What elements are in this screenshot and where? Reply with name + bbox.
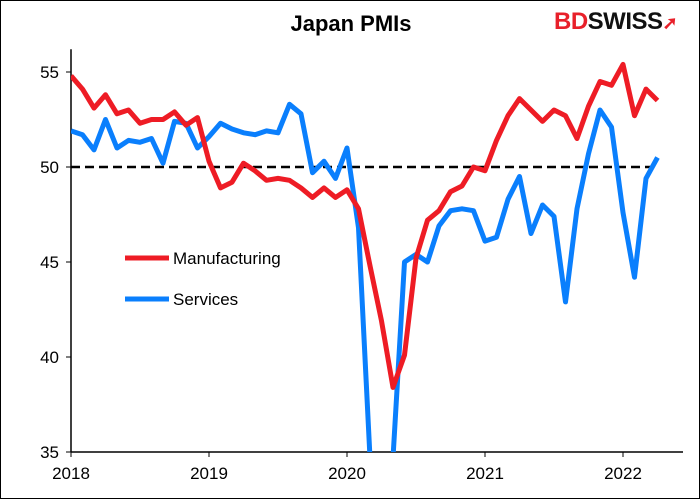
y-tick-label: 35: [40, 443, 59, 462]
logo-arrow-icon: ➚: [662, 13, 678, 33]
y-tick-label: 50: [40, 158, 59, 177]
legend-label-manufacturing: Manufacturing: [173, 249, 281, 268]
logo-part2: SWISS: [587, 8, 663, 35]
legend-label-services: Services: [173, 290, 238, 309]
series-line-manufacturing: [71, 61, 660, 390]
x-tick-label: 2018: [52, 464, 90, 483]
y-tick-label: 55: [40, 63, 59, 82]
x-tick-label: 2020: [328, 464, 366, 483]
series-line-services: [71, 101, 660, 452]
y-tick-label: 45: [40, 253, 59, 272]
x-tick-label: 2022: [604, 464, 642, 483]
x-tick-label: 2021: [466, 464, 504, 483]
y-tick-label: 40: [40, 348, 59, 367]
x-tick-label: 2019: [190, 464, 228, 483]
bdswiss-logo: BDSWISS➚: [554, 8, 678, 36]
logo-part1: BD: [554, 8, 588, 35]
chart-title: Japan PMIs: [290, 11, 412, 36]
